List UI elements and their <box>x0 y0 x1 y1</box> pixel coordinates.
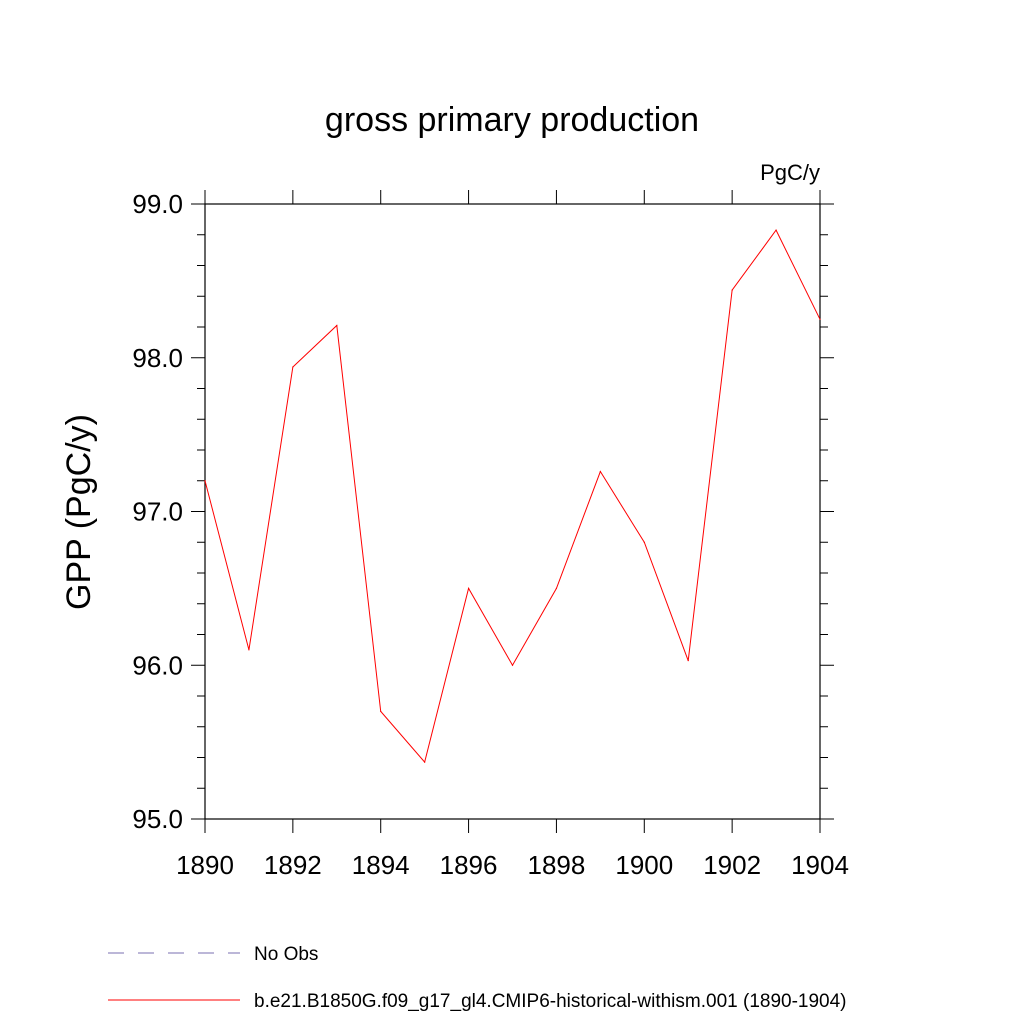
x-tick-label: 1896 <box>440 850 498 880</box>
series-point <box>204 480 206 482</box>
series-point <box>775 229 777 231</box>
y-tick-label: 96.0 <box>132 650 183 680</box>
y-tick-label: 97.0 <box>132 497 183 527</box>
x-tick-label: 1898 <box>528 850 586 880</box>
y-axis-label: GPP (PgC/y) <box>60 414 98 610</box>
series-layer <box>204 229 821 764</box>
units-label: PgC/y <box>760 160 820 185</box>
x-tick-labels: 1890 1892 1894 1896 1898 1900 1902 1904 <box>176 850 849 880</box>
series-point <box>819 318 821 320</box>
x-tick-label: 1890 <box>176 850 234 880</box>
x-tick-label: 1902 <box>703 850 761 880</box>
axis-ticks <box>191 190 834 833</box>
x-tick-label: 1892 <box>264 850 322 880</box>
series-point <box>731 289 733 291</box>
legend: No Obs b.e21.B1850G.f09_g17_gl4.CMIP6-hi… <box>108 944 847 1012</box>
x-tick-label: 1894 <box>352 850 410 880</box>
series-point <box>599 470 601 473</box>
series-point <box>687 660 689 662</box>
series-point <box>643 541 645 543</box>
plot-frame <box>204 203 821 820</box>
y-tick-labels: 95.0 96.0 97.0 98.0 99.0 <box>132 189 183 834</box>
series-point <box>424 761 426 763</box>
y-tick-label: 95.0 <box>132 804 183 834</box>
x-tick-label: 1904 <box>791 850 849 880</box>
series-point <box>248 649 250 651</box>
series-point <box>336 324 338 327</box>
chart-title: gross primary production <box>325 101 699 139</box>
legend-label-no-obs: No Obs <box>254 944 318 965</box>
series-point <box>555 587 558 589</box>
legend-label-model: b.e21.B1850G.f09_g17_gl4.CMIP6-historica… <box>254 991 847 1012</box>
series-point <box>292 366 294 368</box>
y-tick-label: 98.0 <box>132 343 183 373</box>
series-point <box>380 710 382 712</box>
x-tick-label: 1900 <box>615 850 673 880</box>
series-point <box>511 664 514 666</box>
series-line-0 <box>204 229 821 764</box>
y-tick-label: 99.0 <box>132 189 183 219</box>
series-point <box>467 587 470 589</box>
